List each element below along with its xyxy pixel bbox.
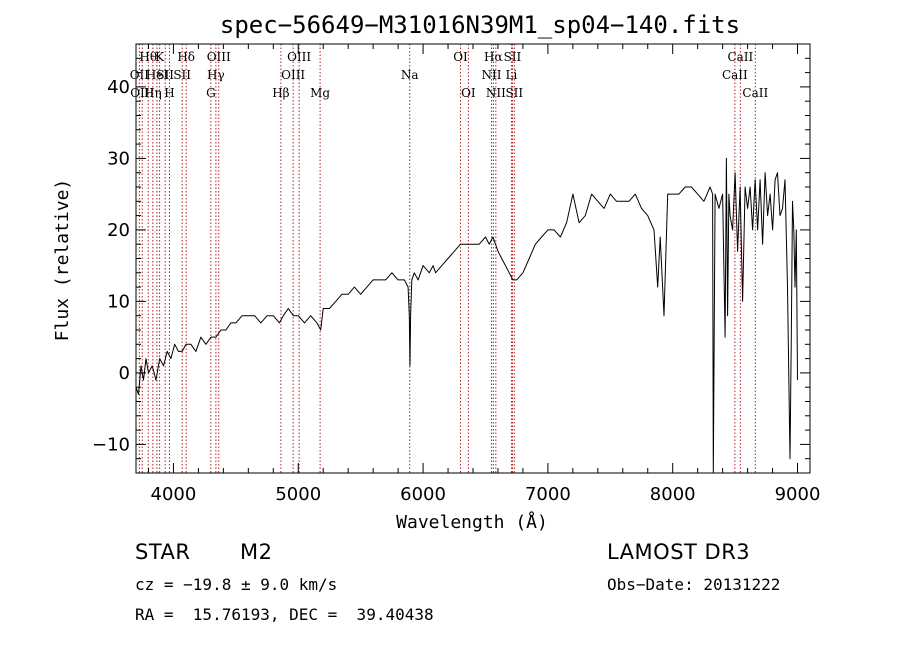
x-tick-label-7000: 7000	[525, 484, 571, 505]
line-label-4: HeI	[146, 68, 169, 82]
x-tick-label-5000: 5000	[275, 484, 321, 505]
line-label-20: NII	[481, 68, 501, 82]
line-label-9: SII	[173, 68, 191, 82]
object-subclass: M2	[240, 540, 273, 564]
line-label-16: Mg	[310, 86, 330, 100]
line-label-24: SII	[504, 50, 522, 64]
y-tick-label-10: 10	[107, 291, 130, 312]
object-class: STAR	[135, 540, 191, 564]
x-tick-label-4000: 4000	[151, 484, 197, 505]
line-label-0: OII	[130, 68, 150, 82]
line-label-11: Hγ	[207, 68, 225, 82]
line-label-5: K	[155, 50, 165, 64]
x-axis-label: Wavelength (Å)	[396, 511, 548, 533]
line-label-27: CaII	[727, 50, 753, 64]
line-label-14: OIII	[281, 68, 305, 82]
line-label-6: SII	[156, 68, 174, 82]
line-label-28: CaII	[742, 86, 768, 100]
line-label-23: Li	[506, 68, 518, 82]
line-label-3: Hη	[144, 86, 162, 100]
x-tick-label-6000: 6000	[400, 484, 446, 505]
y-tick-label-0: 0	[119, 363, 130, 384]
line-label-18: OI	[453, 50, 468, 64]
spectral-line-markers	[138, 44, 756, 473]
y-tick-label-20: 20	[107, 220, 130, 241]
x-tick-label-9000: 9000	[775, 484, 821, 505]
line-label-15: OIII	[287, 50, 311, 64]
line-label-2: Hθ	[139, 50, 157, 64]
line-label-26: CaII	[722, 68, 748, 82]
plot-frame	[135, 43, 811, 474]
line-label-22: NII	[486, 86, 506, 100]
y-tick-label-30: 30	[107, 148, 130, 169]
line-label-7: H	[164, 86, 174, 100]
line-label-17: Na	[401, 68, 419, 82]
line-label-10: G	[206, 86, 216, 100]
line-label-19: OI	[461, 86, 476, 100]
spectral-line-labels: OIIOIIIHθHηHeIKSIIHHδSIIGHγOIIIHβOIIIOII…	[130, 50, 769, 100]
line-label-12: OIII	[207, 50, 231, 64]
chart-title: spec−56649−M31016N39M1_sp04−140.fits	[220, 11, 740, 39]
observation-date: Obs−Date: 20131222	[607, 575, 781, 594]
x-tick-label-8000: 8000	[650, 484, 696, 505]
line-label-13: Hβ	[272, 86, 289, 100]
redshift-cz: cz = −19.8 ± 9.0 km/s	[135, 575, 338, 594]
y-axis-ticks: −10 0 10 20 30 40	[92, 43, 810, 460]
y-tick-label-40: 40	[107, 77, 130, 98]
y-tick-label--10: −10	[92, 434, 130, 455]
coordinates: RA = 15.76193, DEC = 39.40438	[135, 605, 434, 624]
survey-name: LAMOST DR3	[607, 540, 751, 564]
spectrum-series	[135, 157, 798, 474]
line-label-8: Hδ	[177, 50, 195, 64]
line-label-21: Hα	[484, 50, 503, 64]
spectrum-line	[135, 157, 798, 474]
line-label-25: SII	[505, 86, 523, 100]
x-axis-ticks: 4000 5000 6000 7000 8000 9000	[147, 44, 821, 505]
y-axis-label: Flux (relative)	[52, 179, 73, 342]
